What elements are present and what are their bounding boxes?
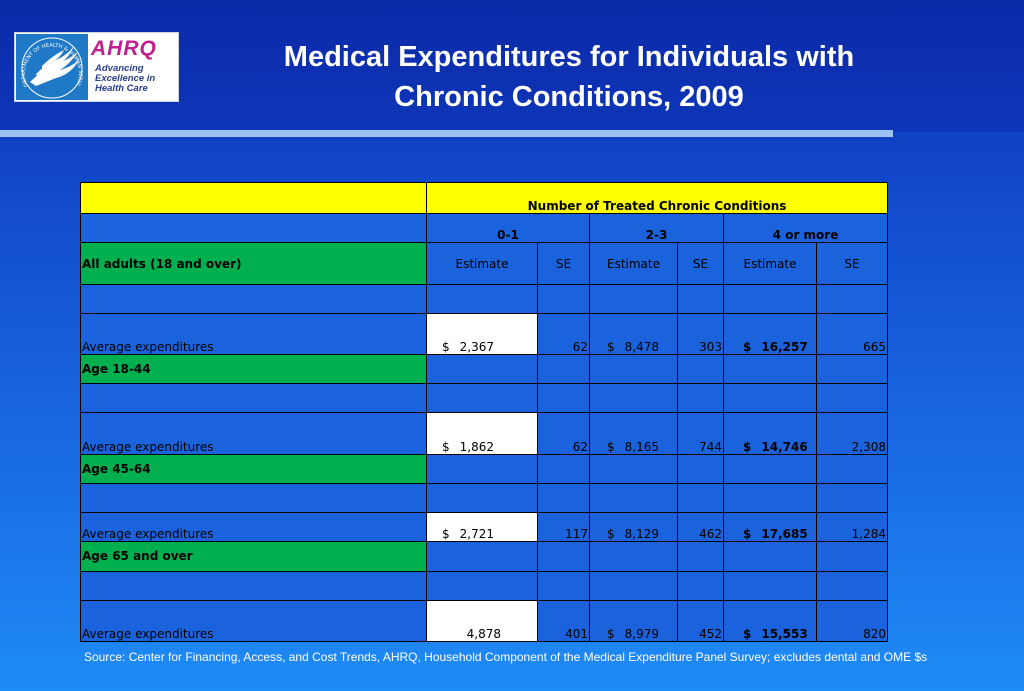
page-title: Medical Expenditures for Individuals wit… [228, 37, 910, 117]
column-group-header: 2-3 [589, 213, 724, 244]
table-blank-cell [80, 213, 427, 244]
estimate-value: 15,553 [761, 627, 808, 641]
currency-symbol: $ [743, 627, 752, 641]
estimate-cell: $2,721 [426, 512, 538, 543]
section-label: Age 18-44 [80, 354, 427, 385]
estimate-value: 16,257 [761, 340, 808, 355]
page-title-line: Medical Expenditures for Individuals wit… [283, 41, 855, 73]
currency-symbol: $ [607, 340, 615, 355]
column-subheader: SE [815, 242, 889, 285]
currency-symbol: $ [442, 527, 450, 542]
estimate-cell: $16,257 [723, 312, 817, 356]
source-footnote: Source: Center for Financing, Access, an… [84, 650, 928, 664]
se-cell: 665 [815, 312, 889, 356]
table-group-header: Number of Treated Chronic Conditions [425, 181, 889, 215]
se-cell: 303 [677, 312, 724, 356]
row-label: Average expenditures [80, 412, 427, 455]
estimate-cell: $8,478 [589, 312, 678, 356]
column-subheader: Estimate [589, 242, 678, 285]
table-row: Average expenditures $2,721 117 $8,129 4… [80, 512, 889, 543]
currency-symbol: $ [743, 340, 752, 355]
estimate-cell: $8,979 [589, 599, 678, 643]
estimate-value: 14,746 [761, 439, 808, 454]
estimate-cell: $1,862 [426, 412, 538, 455]
estimate-value: 2,721 [459, 527, 494, 542]
estimate-cell: 4,878 [426, 599, 538, 643]
title-divider [0, 130, 893, 137]
column-subheader: SE [677, 242, 724, 285]
hhs-seal-icon: DEPARTMENT OF HEALTH & HUMAN SERVICES · … [14, 30, 88, 100]
table-row: Average expenditures $1,862 62 $8,165 74… [80, 412, 889, 455]
currency-symbol: $ [442, 439, 450, 454]
se-cell: 820 [815, 599, 889, 643]
table-row: Average expenditures $2,367 62 $8,478 30… [80, 312, 889, 356]
estimate-value: 8,129 [624, 527, 659, 542]
column-subheader: SE [537, 242, 590, 285]
estimate-cell: $8,165 [589, 412, 678, 455]
currency-symbol: $ [607, 527, 615, 542]
se-cell: 2,308 [815, 412, 889, 455]
column-subheader: Estimate [723, 242, 817, 285]
se-cell: 462 [677, 512, 724, 543]
se-cell: 62 [537, 412, 590, 455]
se-cell: 1,284 [815, 512, 889, 543]
estimate-value: 4,878 [466, 627, 501, 641]
estimate-value: 8,979 [624, 627, 659, 641]
section-label: All adults (18 and over) [80, 242, 427, 285]
table-subheader-row: All adults (18 and over) Estimate SE Est… [80, 242, 889, 285]
estimate-cell: $8,129 [589, 512, 678, 543]
estimate-value: 2,367 [459, 340, 494, 355]
section-header-row: Age 18-44 [80, 354, 889, 385]
table-spacer-row [80, 283, 889, 314]
se-cell: 452 [677, 599, 724, 643]
se-cell: 62 [537, 312, 590, 356]
agency-logo: DEPARTMENT OF HEALTH & HUMAN SERVICES · … [14, 30, 179, 102]
currency-symbol: $ [607, 439, 615, 454]
section-label: Age 65 and over [80, 541, 427, 572]
se-cell: 744 [677, 412, 724, 455]
table-corner-cell [80, 181, 427, 215]
currency-symbol: $ [442, 340, 450, 355]
column-subheader: Estimate [426, 242, 538, 285]
section-label: Age 45-64 [80, 453, 427, 484]
currency-symbol: $ [743, 527, 752, 542]
estimate-cell: $15,553 [723, 599, 817, 643]
estimate-value: 17,685 [761, 527, 808, 542]
currency-symbol: $ [607, 627, 615, 641]
expenditures-table: Number of Treated Chronic Conditions 0-1… [80, 181, 889, 643]
table-group-header-row: Number of Treated Chronic Conditions [80, 181, 889, 215]
section-header-row: Age 45-64 [80, 453, 889, 484]
row-label: Average expenditures [80, 599, 427, 643]
ahrq-tagline-line: Excellence in [95, 73, 156, 84]
se-cell: 117 [537, 512, 590, 543]
column-group-header: 4 or more [722, 213, 889, 244]
ahrq-wordmark: AHRQ [91, 37, 157, 60]
ahrq-logo: AHRQ Advancing Excellence in Health Care [91, 37, 177, 99]
page-title-line: Chronic Conditions, 2009 [394, 81, 744, 113]
table-row: Average expenditures 4,878 401 $8,979 45… [80, 599, 889, 643]
ahrq-tagline-line: Advancing [95, 63, 144, 74]
currency-symbol: $ [743, 439, 752, 454]
ahrq-tagline-line: Health Care [95, 83, 148, 94]
section-header-row: Age 65 and over [80, 541, 889, 572]
estimate-cell: $14,746 [723, 412, 817, 455]
column-group-header: 0-1 [426, 213, 590, 244]
table-spacer-row [80, 570, 889, 601]
se-cell: 401 [537, 599, 590, 643]
table-column-group-row: 0-1 2-3 4 or more [80, 213, 889, 244]
estimate-cell: $2,367 [426, 312, 538, 356]
estimate-cell: $17,685 [723, 512, 817, 543]
estimate-value: 8,165 [624, 439, 659, 454]
table-spacer-row [80, 383, 889, 414]
table-spacer-row [80, 482, 889, 514]
ahrq-tagline: Advancing Excellence in Health Care [95, 64, 177, 94]
row-label: Average expenditures [80, 512, 427, 543]
row-label: Average expenditures [80, 312, 427, 356]
estimate-value: 8,478 [624, 340, 659, 355]
estimate-value: 1,862 [459, 439, 494, 454]
